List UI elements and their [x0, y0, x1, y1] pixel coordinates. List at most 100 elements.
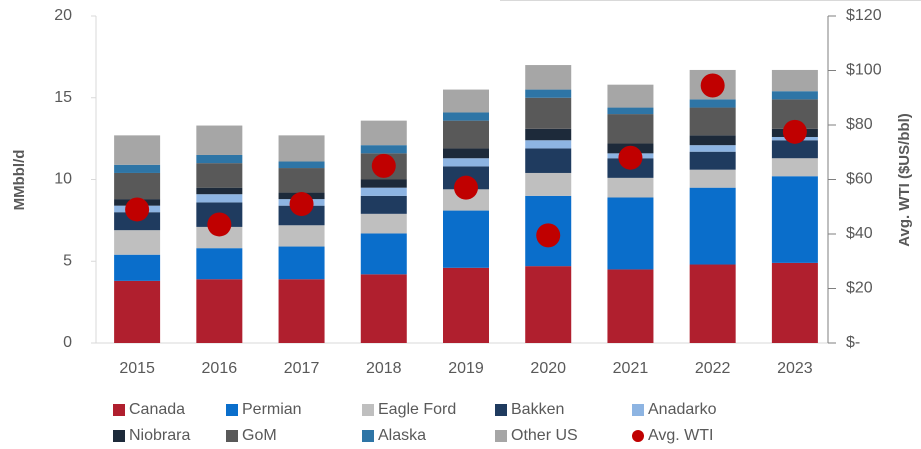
wti-point [618, 145, 643, 170]
wti-point [536, 223, 561, 248]
bar-segment [443, 189, 489, 211]
bar-segment [525, 172, 572, 196]
x-tick-label: 2015 [119, 360, 155, 377]
bar-segment [525, 128, 572, 141]
bar-segment [114, 164, 161, 173]
bar-segment [607, 107, 654, 115]
bar-segment [443, 267, 489, 343]
bar-segment [278, 246, 325, 280]
y2-tick-label: $120 [846, 7, 882, 24]
bar-segment [771, 262, 818, 343]
legend-label: Eagle Ford [378, 401, 456, 418]
legend-label: GoM [242, 427, 277, 444]
bar-segment [525, 97, 572, 129]
bar-segment [443, 120, 489, 149]
bar-segment [360, 187, 407, 196]
legend-label: Anadarko [648, 401, 717, 418]
bar-segment [689, 151, 736, 170]
bar-segment [689, 107, 736, 136]
x-tick-label: 2022 [695, 360, 731, 377]
bar-segment [278, 168, 325, 193]
y-tick-label: 10 [54, 171, 72, 188]
bar-segment [689, 99, 736, 108]
y-tick-label: 15 [54, 89, 72, 106]
bar-segment [196, 279, 243, 343]
legend-label: Other US [511, 427, 578, 444]
legend-marker [362, 430, 374, 442]
legend-label: Permian [242, 401, 302, 418]
bar-segment [689, 145, 736, 152]
y2-tick-label: $100 [846, 62, 882, 79]
legend-label: Alaska [378, 427, 426, 444]
bar-segment [689, 187, 736, 265]
bar-segment [689, 264, 736, 343]
bar-segment [360, 213, 407, 234]
y2-tick-label: $60 [846, 171, 873, 188]
bar-segment [607, 269, 654, 343]
bar-segment [443, 148, 489, 159]
bar-segment [443, 210, 489, 268]
legend-marker [362, 404, 374, 416]
bar-segment [114, 280, 161, 343]
bar-segment [443, 158, 489, 167]
legend-marker [632, 404, 644, 416]
wti-point [782, 119, 807, 144]
bar-segment [771, 91, 818, 100]
bar-segment [607, 177, 654, 198]
bar-segment [278, 225, 325, 247]
bar-segment [771, 69, 818, 92]
x-tick-label: 2019 [448, 360, 484, 377]
bar-segment [196, 187, 243, 195]
bar-segment [771, 140, 818, 159]
bar-segment [525, 89, 572, 98]
bar-segment [607, 84, 654, 108]
bar-segment [607, 197, 654, 270]
x-tick-label: 2021 [613, 360, 649, 377]
bar-segment [360, 120, 407, 146]
legend-marker [226, 404, 238, 416]
bar-segment [360, 233, 407, 275]
bar-segment [114, 135, 161, 165]
wti-point [700, 73, 725, 98]
wti-point [289, 192, 314, 217]
y-axis-title: MMbbl/d [11, 150, 28, 211]
wti-point [454, 175, 478, 200]
bar-segment [196, 226, 243, 249]
bar-segment [196, 125, 243, 155]
y2-axis-title: Avg. WTI ($US/bbl) [896, 113, 913, 247]
legend-label: Avg. WTI [648, 427, 714, 444]
bar-segment [196, 163, 243, 188]
wti-point [125, 197, 150, 222]
bar-segment [607, 114, 654, 144]
legend-marker [226, 430, 238, 442]
bar-segment [525, 65, 572, 90]
bar-segment [443, 112, 489, 121]
bar-segment [689, 169, 736, 188]
x-tick-label: 2023 [777, 360, 813, 377]
bar-segment [278, 161, 325, 169]
bar-segment [525, 148, 572, 173]
bar-segment [360, 195, 407, 214]
legend-label: Niobrara [129, 427, 190, 444]
x-tick-label: 2020 [530, 360, 566, 377]
bar-segment [771, 158, 818, 177]
bar-segment [114, 254, 161, 281]
y-tick-label: 0 [63, 334, 72, 351]
x-tick-label: 2018 [366, 360, 402, 377]
bar-segment [443, 89, 489, 113]
x-tick-label: 2017 [284, 360, 320, 377]
y-tick-label: 20 [54, 7, 72, 24]
bar-segment [525, 266, 572, 343]
bar-segment [360, 145, 407, 154]
bar-segment [360, 179, 407, 188]
bar-segment [278, 135, 325, 162]
wti-point [371, 153, 396, 178]
bar-segment [196, 154, 243, 164]
wti-point [207, 212, 232, 237]
bar-segment [278, 279, 325, 343]
legend-marker [113, 404, 125, 416]
legend-marker [495, 404, 507, 416]
legend-marker [632, 430, 644, 442]
y2-tick-label: $80 [846, 116, 873, 133]
